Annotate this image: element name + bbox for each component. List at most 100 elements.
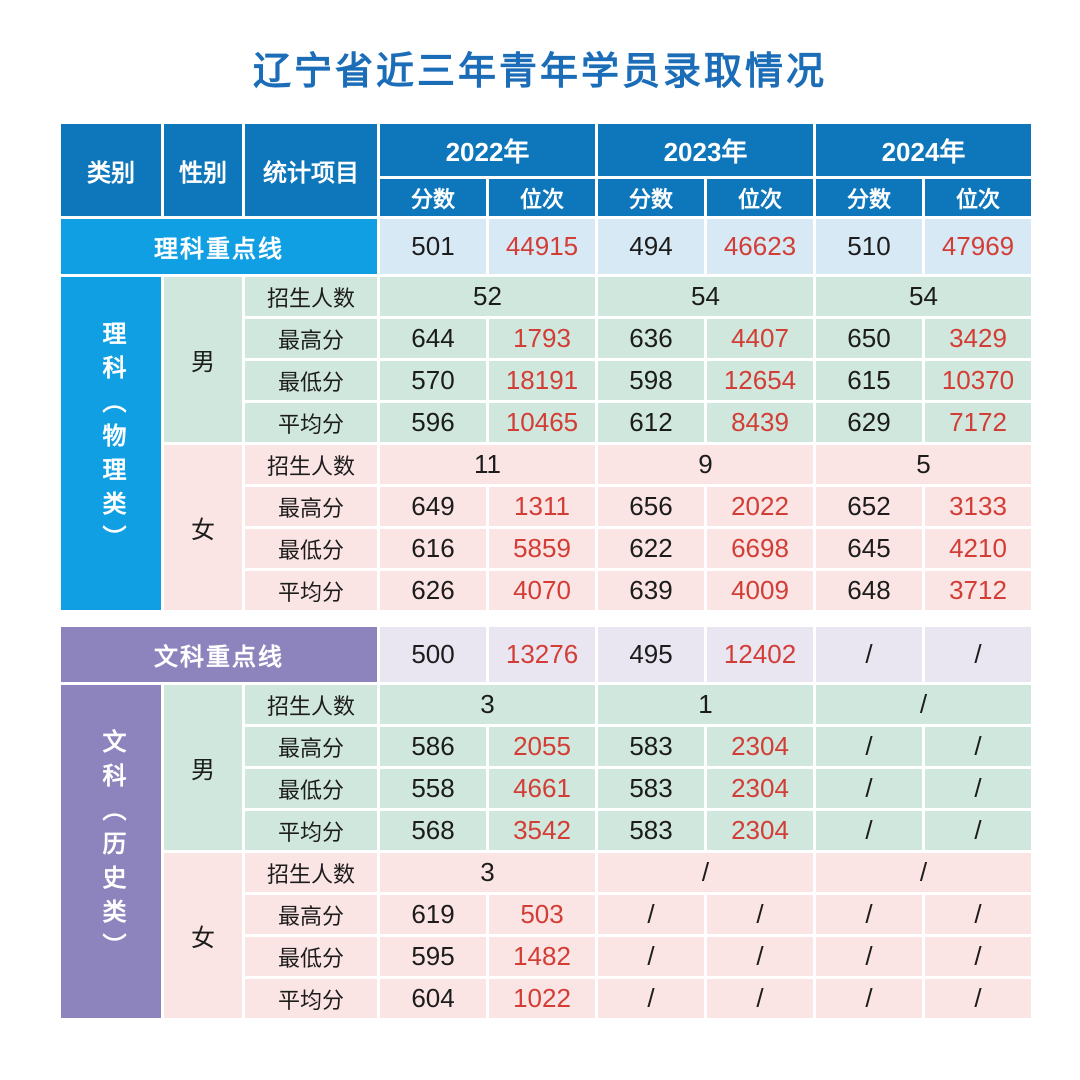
enrollment-cell: 9 — [598, 445, 813, 484]
header-cell-year-2023: 2023年 — [598, 124, 813, 176]
score-cell: 558 — [380, 769, 487, 808]
score-cell: / — [598, 937, 705, 976]
enrollment-cell: 11 — [380, 445, 595, 484]
score-cell: 615 — [816, 361, 922, 400]
score-cell: 595 — [380, 937, 487, 976]
enrollment-cell: 1 — [598, 685, 814, 724]
stat-label-avg: 平均分 — [245, 979, 378, 1018]
enrollment-cell: 52 — [380, 277, 595, 316]
rank-cell: 1793 — [489, 319, 595, 358]
header-row-score-rank: 分数 位次 分数 位次 分数 位次 — [61, 179, 1031, 216]
score-cell: 501 — [380, 219, 486, 274]
rank-cell: 4407 — [707, 319, 813, 358]
stat-label-max: 最高分 — [245, 727, 378, 766]
score-cell: 644 — [380, 319, 486, 358]
rank-cell: 5859 — [489, 529, 595, 568]
rank-cell: 47969 — [925, 219, 1031, 274]
rank-cell: 4009 — [707, 571, 813, 610]
tables-container: 类别 性别 统计项目 2022年 2023年 2024年 分数 位次 分数 位次… — [58, 121, 1032, 1021]
rank-cell: 46623 — [707, 219, 813, 274]
rank-cell: 3429 — [925, 319, 1031, 358]
rank-cell: / — [925, 937, 1032, 976]
rank-cell: / — [925, 895, 1032, 934]
header-cell-rank: 位次 — [489, 179, 595, 216]
stat-label-min: 最低分 — [245, 769, 378, 808]
arts-category-cell: 文科（历史类） — [61, 685, 161, 1018]
enrollment-cell: 5 — [816, 445, 1031, 484]
score-cell: 583 — [598, 727, 705, 766]
score-cell: 568 — [380, 811, 487, 850]
score-cell: / — [816, 811, 923, 850]
science-category-label: 理科（物理类） — [98, 321, 125, 559]
arts-female-avg-row: 平均分 604 1022 / / / / — [61, 979, 1032, 1018]
score-cell: / — [816, 979, 923, 1018]
header-cell-year-2022: 2022年 — [380, 124, 595, 176]
rank-cell: / — [707, 937, 814, 976]
arts-cutoff-row: 文科重点线 500 13276 495 12402 / / — [61, 627, 1032, 682]
stat-label-max: 最高分 — [245, 895, 378, 934]
score-cell: / — [816, 937, 923, 976]
rank-cell: / — [925, 769, 1032, 808]
header-row-years: 类别 性别 统计项目 2022年 2023年 2024年 — [61, 124, 1031, 216]
stat-label-avg: 平均分 — [245, 403, 377, 442]
science-male-min-row: 最低分 570 18191 598 12654 615 10370 — [61, 361, 1031, 400]
score-cell: 596 — [380, 403, 486, 442]
score-cell: 650 — [816, 319, 922, 358]
rank-cell: 3133 — [925, 487, 1031, 526]
rank-cell: 8439 — [707, 403, 813, 442]
arts-male-avg-row: 平均分 568 3542 583 2304 / / — [61, 811, 1032, 850]
stat-label-enrollment: 招生人数 — [245, 853, 378, 892]
score-cell: 570 — [380, 361, 486, 400]
header-cell-category: 类别 — [61, 124, 161, 216]
rank-cell: 2055 — [489, 727, 596, 766]
rank-cell: / — [925, 627, 1032, 682]
science-male-avg-row: 平均分 596 10465 612 8439 629 7172 — [61, 403, 1031, 442]
score-cell: 622 — [598, 529, 704, 568]
score-cell: 645 — [816, 529, 922, 568]
science-cutoff-row: 理科重点线 501 44915 494 46623 510 47969 — [61, 219, 1031, 274]
score-cell: / — [598, 979, 705, 1018]
arts-male-enrollment-row: 文科（历史类） 男 招生人数 3 1 / — [61, 685, 1032, 1018]
rank-cell: / — [925, 811, 1032, 850]
rank-cell: / — [925, 979, 1032, 1018]
enrollment-cell: 54 — [598, 277, 813, 316]
stat-label-min: 最低分 — [245, 529, 377, 568]
score-cell: 619 — [380, 895, 487, 934]
score-cell: 626 — [380, 571, 486, 610]
rank-cell: 1311 — [489, 487, 595, 526]
rank-cell: 2304 — [707, 769, 814, 808]
science-male-enrollment-row: 理科（物理类） 男 招生人数 52 54 54 — [61, 277, 1031, 610]
score-cell: 583 — [598, 811, 705, 850]
score-cell: / — [816, 727, 923, 766]
header-cell-gender: 性别 — [164, 124, 242, 216]
score-cell: 583 — [598, 769, 705, 808]
score-cell: 656 — [598, 487, 704, 526]
gender-cell-male: 男 — [164, 277, 242, 442]
arts-female-enrollment-row: 女 招生人数 3 / / — [61, 853, 1032, 1018]
rank-cell: / — [707, 979, 814, 1018]
rank-cell: 18191 — [489, 361, 595, 400]
score-cell: 586 — [380, 727, 487, 766]
header-cell-score: 分数 — [816, 179, 922, 216]
rank-cell: 4070 — [489, 571, 595, 610]
rank-cell: 12402 — [707, 627, 814, 682]
header-cell-stat-item: 统计项目 — [245, 124, 377, 216]
science-male-max-row: 最高分 644 1793 636 4407 650 3429 — [61, 319, 1031, 358]
arts-male-min-row: 最低分 558 4661 583 2304 / / — [61, 769, 1032, 808]
gender-cell-male: 男 — [164, 685, 242, 850]
enrollment-cell: / — [816, 685, 1032, 724]
gender-cell-female: 女 — [164, 853, 242, 1018]
arts-cutoff-label: 文科重点线 — [61, 627, 378, 682]
header-cell-rank: 位次 — [925, 179, 1031, 216]
score-cell: 639 — [598, 571, 704, 610]
score-cell: / — [816, 769, 923, 808]
score-cell: 612 — [598, 403, 704, 442]
rank-cell: 7172 — [925, 403, 1031, 442]
science-female-avg-row: 平均分 626 4070 639 4009 648 3712 — [61, 571, 1031, 610]
rank-cell: 6698 — [707, 529, 813, 568]
header-cell-score: 分数 — [598, 179, 704, 216]
page-title: 辽宁省近三年青年学员录取情况 — [252, 51, 827, 93]
science-female-min-row: 最低分 616 5859 622 6698 645 4210 — [61, 529, 1031, 568]
enrollment-cell: 3 — [380, 853, 596, 892]
